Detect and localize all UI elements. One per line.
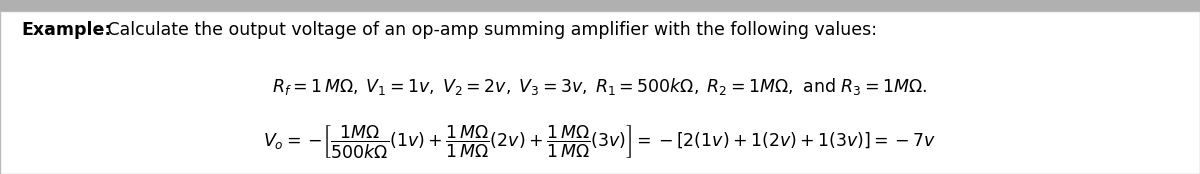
Text: $V_o = -\!\left[\dfrac{1M\Omega}{500k\Omega}(1v) + \dfrac{1\,M\Omega}{1\,M\Omega: $V_o = -\!\left[\dfrac{1M\Omega}{500k\Om… [263, 123, 937, 160]
Text: Example:: Example: [22, 21, 112, 39]
FancyBboxPatch shape [0, 0, 1200, 11]
FancyBboxPatch shape [0, 11, 1200, 174]
Text: Calculate the output voltage of an op-amp summing amplifier with the following v: Calculate the output voltage of an op-am… [102, 21, 877, 39]
Text: $R_f = 1\,M\Omega,\; V_1 = 1v,\; V_2 = 2v,\; V_3 = 3v,\; R_1 = 500k\Omega,\; R_2: $R_f = 1\,M\Omega,\; V_1 = 1v,\; V_2 = 2… [272, 76, 928, 97]
